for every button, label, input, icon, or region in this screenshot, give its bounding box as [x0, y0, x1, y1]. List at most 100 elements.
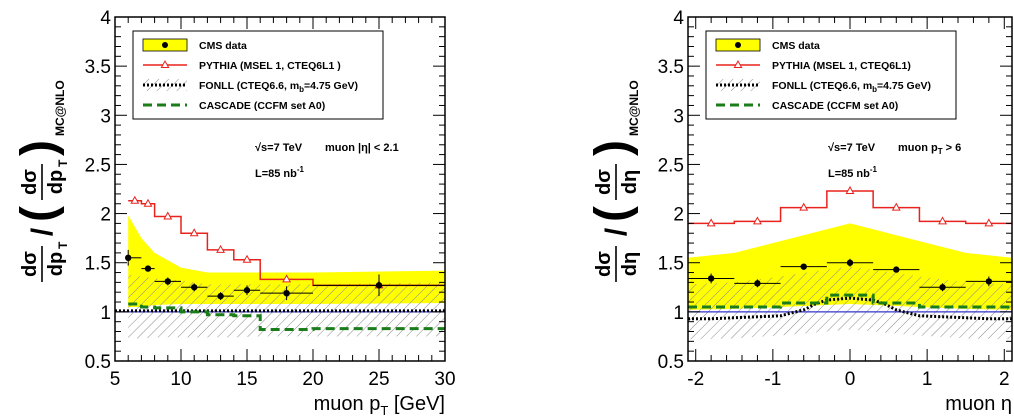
chart-pt: 5 10 15 20 25 30 0.5 1 1.5 2 2.5 3 3.5 4 CMS data PYT…	[12, 8, 456, 416]
pt-theory-lines	[115, 195, 445, 332]
eta-data-point	[893, 266, 900, 273]
eta-y-axis-title: dσ dη/(dσ dη)MC@NLO	[586, 80, 641, 282]
eta-legend: CMS data PYTHIA (MSEL 1, CTEQ6L1) FONLL …	[705, 30, 957, 120]
eta-tick-labels: -2 -1 0 1 2 0.5 1 1.5 2 2.5 3 3.5 4	[658, 8, 1010, 390]
pt-y-tick-label: 4	[100, 8, 111, 29]
eta-pythia-marker	[891, 202, 901, 211]
eta-legend-symbols	[715, 38, 761, 107]
pt-ylabel-ratio-den: dσ dp T	[19, 159, 70, 200]
pt-ylabel-ratio-den-denominator: dp	[45, 170, 67, 194]
pt-energy-label: √s=7 TeV	[255, 142, 303, 154]
pt-legend-fonll-label: FONLL (CTEQ6.6, mb=4.75 GeV)	[199, 80, 358, 94]
eta-theory-fills	[688, 223, 1012, 340]
eta-x-tick-label: -2	[687, 369, 704, 390]
eta-ticks	[688, 16, 1012, 362]
pt-ylabel-subscript: MC@NLO	[53, 80, 67, 136]
pt-ylabel-ratio-num: dσ dp T	[19, 241, 70, 282]
pt-ylabel-ratio-num-denominator: dp	[45, 252, 67, 276]
eta-ylabel-paren-left: (	[586, 206, 639, 222]
eta-ylabel-paren-right: )	[586, 140, 639, 156]
eta-lumi-label: L=85 nb-1	[828, 165, 878, 180]
eta-pythia-marker	[752, 216, 762, 225]
eta-ylabel-ratio-den: dσ dη	[593, 164, 641, 200]
eta-legend-fonll-label: FONLL (CTEQ6.6, mb=4.75 GeV)	[772, 80, 931, 94]
pt-pythia-marker	[282, 274, 292, 283]
pt-data-point	[217, 292, 224, 300]
eta-legend-cascade-label: CASCADE (CCFM set A0)	[772, 100, 898, 112]
eta-fonll-line	[688, 296, 1012, 321]
eta-cut-label: muon pT > 6	[898, 142, 961, 156]
pt-cut-label: muon |η| < 2.1	[325, 142, 399, 154]
pt-pythia-marker	[130, 195, 140, 204]
eta-data-point	[985, 278, 993, 285]
pt-x-tick-label: 30	[434, 369, 455, 390]
eta-y-tick-label: 2	[673, 205, 684, 226]
eta-pythia-marker	[845, 185, 855, 194]
pt-data-point	[125, 254, 132, 261]
eta-y-tick-label: 0.5	[658, 352, 684, 373]
pt-x-tick-label: 10	[170, 369, 191, 390]
pt-y-tick-label: 3	[100, 106, 111, 127]
pt-y-tick-label: 2.5	[85, 155, 111, 176]
eta-legend-data-label: CMS data	[772, 40, 820, 52]
pt-data-point	[164, 278, 171, 285]
eta-y-tick-label: 1	[673, 303, 684, 324]
pt-ylabel-slash: /	[26, 227, 59, 236]
pt-pythia-marker	[143, 198, 153, 207]
pt-x-axis-title: muon pT [GeV]	[314, 393, 445, 416]
eta-data-point	[800, 263, 807, 270]
pt-lumi-label: L=85 nb-1	[255, 165, 305, 180]
eta-data-point	[939, 284, 946, 291]
pt-pythia-marker	[216, 244, 226, 253]
pt-y-tick-label: 2	[100, 205, 111, 226]
eta-x-tick-label: 1	[922, 369, 933, 390]
pt-ticks	[114, 16, 446, 362]
eta-ylabel-slash: /	[600, 227, 633, 236]
eta-y-tick-label: 3	[673, 106, 684, 127]
pt-data-points	[125, 249, 445, 301]
pt-pythia-marker	[189, 228, 199, 237]
pt-y-tick-label: 0.5	[85, 352, 111, 373]
pt-data-point	[243, 287, 251, 294]
eta-ylabel-ratio-den-denominator: dη	[619, 170, 641, 194]
eta-x-tick-label: -1	[764, 369, 781, 390]
eta-pythia-line	[688, 190, 1012, 225]
chart-eta: -2 -1 0 1 2 0.5 1 1.5 2 2.5 3 3.5 4 CMS data PYTHIA …	[586, 8, 1013, 415]
eta-ylabel-subscript: MC@NLO	[627, 80, 641, 136]
pt-legend-cascade-label: CASCADE (CCFM set A0)	[199, 100, 325, 112]
pt-tick-labels: 5 10 15 20 25 30 0.5 1 1.5 2 2.5 3 3.5 4	[85, 8, 456, 390]
pt-legend-data-label: CMS data	[199, 40, 247, 52]
eta-legend-data-marker	[735, 42, 741, 48]
pt-data-point	[191, 284, 198, 291]
eta-y-tick-label: 2.5	[658, 155, 684, 176]
pt-ylabel-ratio-num-denominator-sub: T	[56, 241, 70, 249]
eta-theory-lines	[688, 185, 1012, 321]
pt-legend-pythia-marker	[160, 59, 170, 68]
pt-legend: CMS data PYTHIA (MSEL 1, CTEQ6L1 ) FONLL…	[132, 30, 384, 120]
eta-data-point	[754, 280, 761, 287]
eta-ylabel-ratio-num-denominator: dη	[619, 252, 641, 276]
pt-y-tick-label: 3.5	[85, 57, 111, 78]
pt-pythia-marker	[163, 211, 173, 220]
pt-x-tick-label: 20	[302, 369, 323, 390]
pt-x-tick-label: 15	[236, 369, 257, 390]
pt-data-point	[144, 265, 152, 272]
eta-ylabel-ratio-num-numerator: dσ	[593, 251, 615, 277]
pt-theory-fills	[128, 215, 445, 339]
pt-y-tick-label: 1.5	[85, 254, 111, 275]
eta-pythia-marker	[706, 218, 716, 227]
pt-x-tick-label: 5	[110, 369, 121, 390]
eta-ylabel-ratio-num: dσ dη	[593, 246, 641, 282]
pt-legend-data-marker	[162, 42, 168, 48]
pt-ylabel-ratio-den-denominator-sub: T	[56, 159, 70, 167]
pt-data-point	[375, 282, 383, 289]
pt-y-tick-label: 1	[100, 303, 111, 324]
eta-ylabel-ratio-den-numerator: dσ	[593, 169, 615, 195]
eta-legend-pythia-marker	[733, 59, 743, 68]
pt-cascade-line	[128, 302, 445, 332]
eta-y-tick-label: 3.5	[658, 57, 684, 78]
pt-data-point	[283, 289, 290, 297]
pt-legend-pythia-label: PYTHIA (MSEL 1, CTEQ6L1 )	[199, 60, 341, 72]
pt-x-tick-label: 25	[368, 369, 389, 390]
